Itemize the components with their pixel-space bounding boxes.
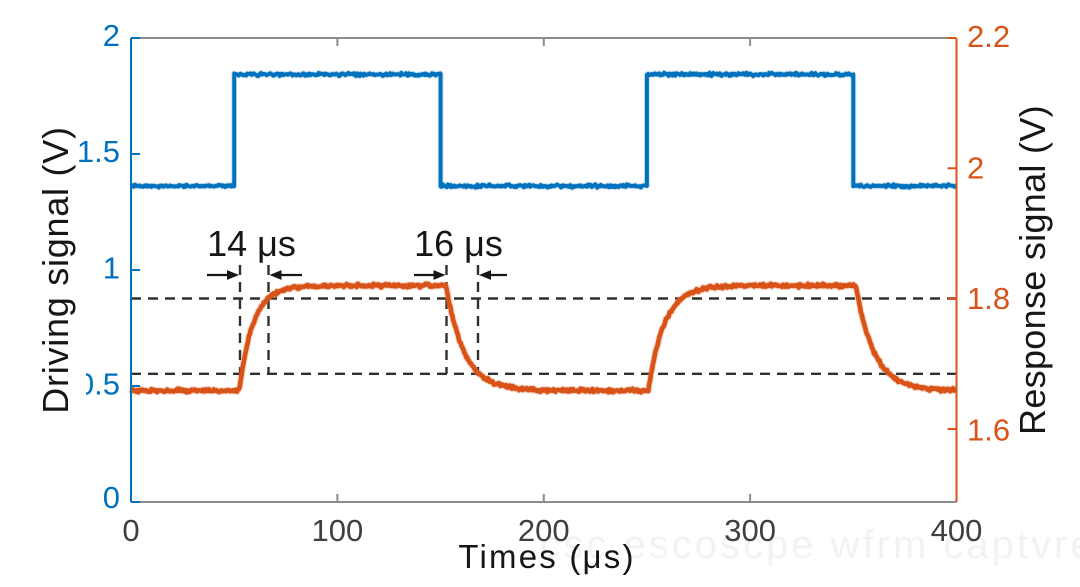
svg-text:400: 400 (931, 513, 983, 548)
svg-text:2: 2 (967, 151, 984, 186)
svg-text:1.8: 1.8 (967, 281, 1010, 316)
svg-text:0: 0 (122, 513, 139, 548)
svg-text:Times (μs): Times (μs) (458, 538, 635, 575)
svg-text:1.5: 1.5 (77, 134, 120, 169)
svg-text:300: 300 (724, 513, 776, 548)
svg-text:1.6: 1.6 (967, 413, 1010, 448)
svg-text:2: 2 (103, 18, 120, 53)
svg-text:2.2: 2.2 (967, 19, 1010, 54)
svg-text:200: 200 (518, 513, 570, 548)
svg-text:csc escoscpe wfrm captvre: csc escoscpe wfrm captvre (540, 523, 1080, 567)
svg-text:0: 0 (103, 480, 120, 515)
svg-text:16 μs: 16 μs (414, 223, 503, 264)
svg-text:1: 1 (103, 251, 120, 286)
svg-text:Driving signal (V): Driving signal (V) (35, 126, 76, 414)
svg-text:100: 100 (312, 513, 364, 548)
svg-text:Response signal (V): Response signal (V) (1012, 105, 1053, 435)
svg-text:14 μs: 14 μs (207, 223, 296, 264)
